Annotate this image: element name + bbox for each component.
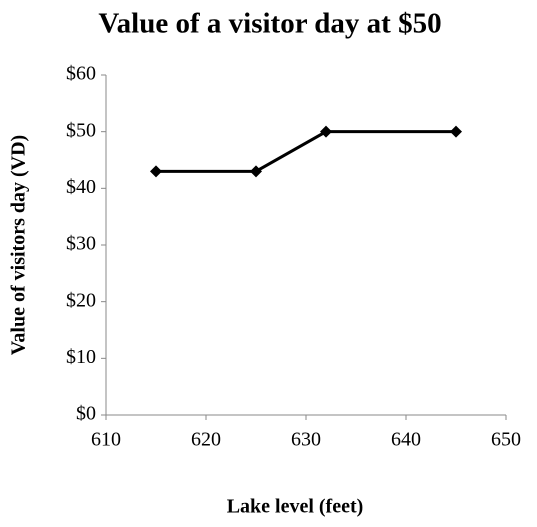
y-tick-label: $50 bbox=[66, 119, 96, 141]
marker bbox=[450, 125, 462, 138]
marker bbox=[320, 125, 332, 138]
y-axis-label: Value of visitors day (VD) bbox=[8, 135, 30, 355]
series-line bbox=[156, 130, 456, 173]
marker bbox=[150, 165, 162, 178]
x-tick-label: 610 bbox=[91, 429, 121, 451]
y-tick-label: $60 bbox=[66, 63, 96, 85]
y-tick-label: $10 bbox=[66, 346, 96, 368]
x-axis-label: Lake level (feet) bbox=[227, 496, 364, 518]
x-tick-label: 630 bbox=[291, 429, 321, 451]
chart-title: Value of a visitor day at $50 bbox=[98, 8, 441, 40]
x-tick-label: 650 bbox=[491, 429, 521, 451]
y-tick-label: $40 bbox=[66, 176, 96, 198]
y-tick-label: $0 bbox=[76, 403, 96, 425]
y-tick-label: $20 bbox=[66, 289, 96, 311]
marker bbox=[250, 165, 262, 178]
x-tick-label: 640 bbox=[391, 429, 421, 451]
x-tick-label: 620 bbox=[191, 429, 221, 451]
y-tick-label: $30 bbox=[66, 233, 96, 255]
